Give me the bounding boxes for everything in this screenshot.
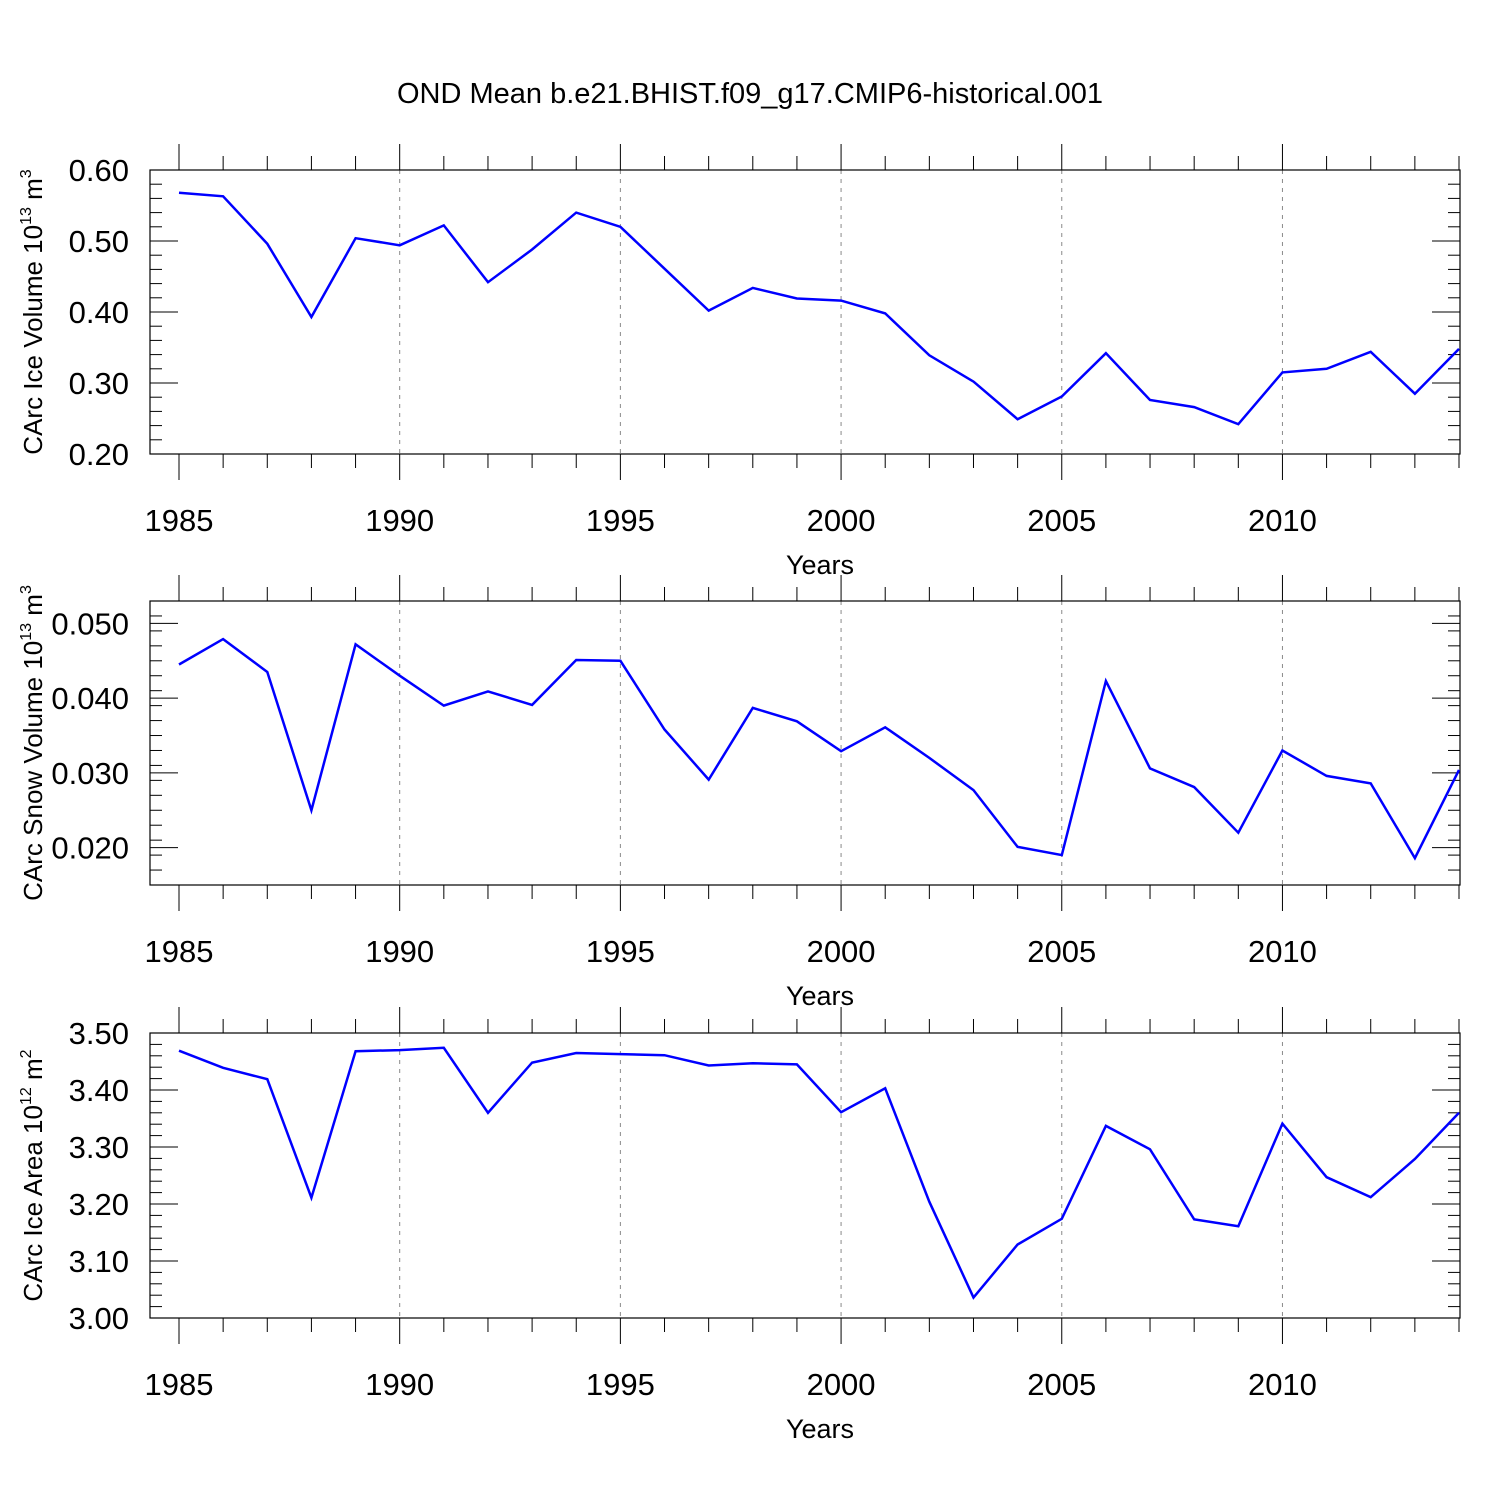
y-tick-label: 3.00 [69, 1301, 129, 1336]
y-axis-label-text: CArc Snow Volume 10 [18, 641, 48, 901]
x-tick-label: 1995 [586, 503, 655, 538]
y-tick-label: 0.20 [69, 437, 129, 472]
x-tick-label: 1995 [586, 1367, 655, 1402]
series-line [178, 191, 1460, 426]
x-tick-label: 2005 [1027, 1367, 1096, 1402]
y-tick-label: 0.50 [69, 224, 129, 259]
y-axis-label: CArc Ice Volume 1013 m3 [18, 169, 48, 454]
x-tick-label: 2010 [1248, 1367, 1317, 1402]
y-axis-label-unit-exponent: 2 [18, 1049, 35, 1058]
chart-panel-3: 3.00 3.10 3.20 3.30 3.40 3.50 1985 1990 1995 2000… [18, 1007, 1461, 1444]
y-axis-label-text: CArc Ice Area 10 [18, 1105, 48, 1302]
y-axis-label-unit: m [18, 1058, 48, 1087]
x-tick-label: 1990 [365, 1367, 434, 1402]
x-tick-label: 2010 [1248, 503, 1317, 538]
x-tick-label: 1985 [145, 503, 214, 538]
y-tick-label: 3.10 [69, 1244, 129, 1279]
y-axis-label-unit-exponent: 3 [18, 585, 35, 594]
chart-panel-2: 0.020 0.030 0.040 0.050 1985 1990 1995 2000 2005… [18, 575, 1461, 1011]
chart-panel-1: 0.20 0.30 0.40 0.50 0.60 1985 1990 1995 2000 2005… [18, 144, 1461, 580]
x-tick-label: 1995 [586, 934, 655, 969]
y-tick-label: 3.40 [69, 1073, 129, 1108]
y-axis-label-exponent: 12 [18, 1087, 35, 1105]
x-tick-label: 2000 [807, 1367, 876, 1402]
x-tick-label: 1990 [365, 503, 434, 538]
y-axis-label-unit: m [18, 594, 48, 623]
y-tick-label: 3.50 [69, 1016, 129, 1051]
series-line [178, 1046, 1460, 1300]
y-axis-label-unit: m [18, 178, 48, 207]
plot-frame [149, 600, 1461, 886]
y-tick-label: 0.40 [69, 295, 129, 330]
x-axis-label: Years [786, 550, 854, 580]
x-axis-label: Years [786, 981, 854, 1011]
y-tick-label: 0.020 [51, 831, 129, 866]
y-axis-label-text: CArc Ice Volume 10 [18, 225, 48, 455]
y-tick-label: 0.030 [51, 756, 129, 791]
x-tick-label: 2010 [1248, 934, 1317, 969]
plot-frame [149, 169, 1461, 455]
y-axis-label-exponent: 13 [18, 207, 35, 225]
y-axis-label: CArc Snow Volume 1013 m3 [18, 585, 48, 901]
y-tick-label: 3.20 [69, 1187, 129, 1222]
y-tick-label: 0.040 [51, 681, 129, 716]
x-tick-label: 2005 [1027, 934, 1096, 969]
x-tick-label: 2005 [1027, 503, 1096, 538]
series-line [178, 637, 1461, 861]
x-tick-label: 2000 [807, 934, 876, 969]
y-tick-label: 0.050 [51, 606, 129, 641]
x-tick-label: 2000 [807, 503, 876, 538]
x-axis-label: Years [786, 1414, 854, 1444]
y-tick-label: 3.30 [69, 1130, 129, 1165]
x-tick-label: 1985 [145, 1367, 214, 1402]
y-tick-label: 0.30 [69, 366, 129, 401]
y-axis-label: CArc Ice Area 1012 m2 [18, 1049, 48, 1301]
figure-title: OND Mean b.e21.BHIST.f09_g17.CMIP6-histo… [396, 78, 1103, 110]
x-tick-label: 1985 [145, 934, 214, 969]
y-axis-label-unit-exponent: 3 [18, 169, 35, 178]
y-axis-label-exponent: 13 [18, 623, 35, 641]
plot-frame [149, 1032, 1461, 1319]
x-tick-label: 1990 [365, 934, 434, 969]
y-tick-label: 0.60 [69, 153, 129, 188]
